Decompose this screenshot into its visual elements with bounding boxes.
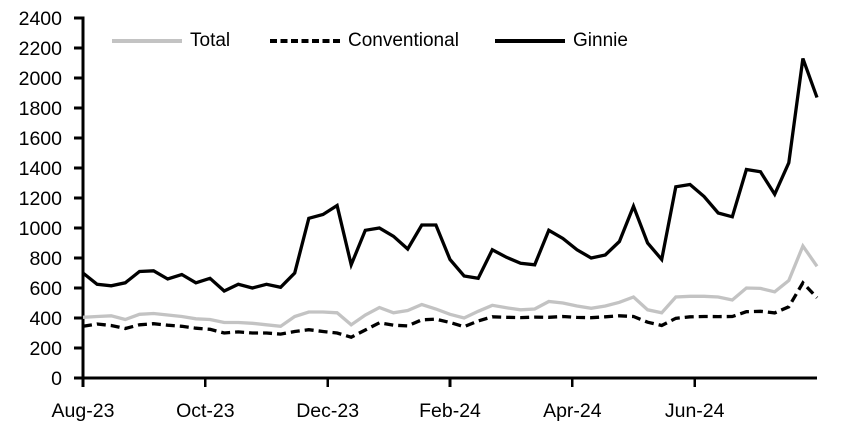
y-tick-label: 2200	[19, 38, 63, 60]
series-line-ginnie	[81, 57, 819, 293]
y-tick-label: 2400	[19, 8, 63, 30]
y-tick-label: 800	[29, 248, 62, 270]
legend-label-ginnie: Ginnie	[573, 30, 628, 51]
legend-item-conventional: Conventional	[270, 29, 459, 53]
series-line-total	[82, 242, 819, 329]
x-tick-label: Apr-24	[543, 400, 602, 422]
x-tick-label: Aug-23	[52, 400, 115, 422]
x-tick-label: Oct-23	[176, 400, 235, 422]
legend-swatch-total-line	[112, 39, 182, 43]
y-tick-label: 1600	[19, 128, 63, 150]
y-tick-label: 1000	[19, 218, 63, 240]
legend-swatch-conventional-line	[270, 39, 340, 43]
y-tick-label: 0	[51, 368, 62, 390]
series-line-conventional	[82, 280, 819, 339]
y-tick-label: 1400	[19, 158, 63, 180]
legend-swatch-ginnie-line	[495, 39, 565, 43]
legend-label-total: Total	[190, 30, 231, 51]
legend-label-conventional: Conventional	[348, 30, 459, 51]
y-tick-label: 200	[29, 338, 62, 360]
legend-item-ginnie: Ginnie	[495, 29, 628, 53]
x-tick-label: Jun-24	[665, 400, 725, 422]
legend-item-total: Total	[112, 29, 230, 53]
y-tick-label: 400	[29, 308, 62, 330]
x-tick-label: Dec-23	[296, 400, 359, 422]
y-tick-label: 1800	[19, 98, 63, 120]
x-tick-label: Feb-24	[419, 400, 481, 422]
y-tick-label: 600	[29, 278, 62, 300]
y-tick-label: 1200	[19, 188, 63, 210]
y-tick-label: 2000	[19, 68, 63, 90]
